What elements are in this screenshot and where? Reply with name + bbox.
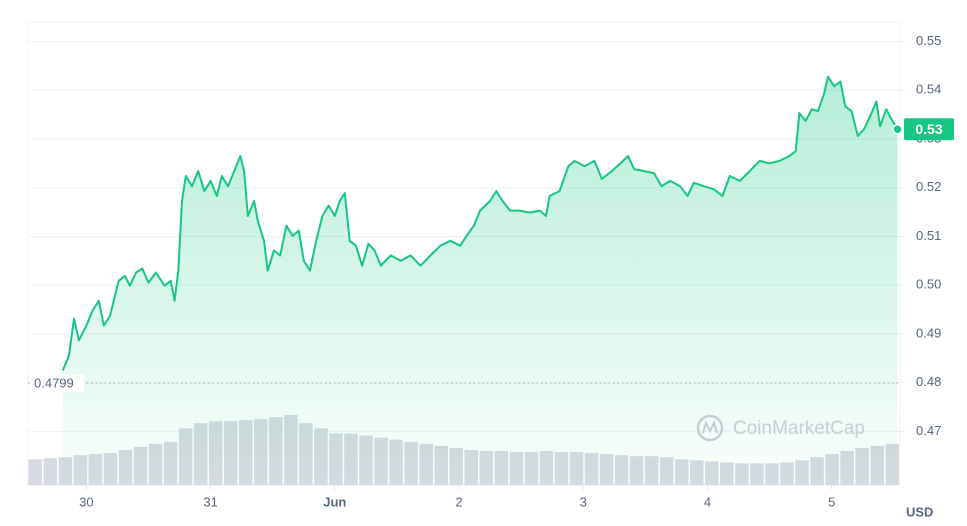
x-tick-label: 2	[455, 494, 462, 509]
y-tick-label: 0.47	[916, 423, 941, 438]
y-tick-label: 0.49	[916, 325, 941, 340]
x-tick-label: 5	[828, 494, 835, 509]
y-tick-label: 0.51	[916, 228, 941, 243]
volume-bar	[28, 459, 43, 485]
current-price-label: 0.53	[915, 121, 942, 137]
price-line	[61, 75, 899, 371]
x-tick-label: 31	[203, 494, 217, 509]
x-tick-label: 4	[704, 494, 711, 509]
last-point	[892, 123, 903, 135]
watermark: CoinMarketCap	[696, 414, 865, 442]
currency-label: USD	[906, 504, 933, 519]
y-tick-label: 0.52	[916, 179, 941, 194]
watermark-logo	[696, 414, 724, 442]
volume-bar	[43, 458, 58, 485]
current-price-badge	[904, 118, 954, 141]
y-tick-label: 0.55	[916, 33, 941, 48]
low-label-bg	[30, 374, 84, 393]
watermark-text: CoinMarketCap	[733, 418, 865, 439]
x-tick-label: Jun	[323, 494, 346, 509]
low-label: 0.4799	[34, 376, 74, 391]
y-tick-label: 0.48	[916, 374, 941, 389]
x-tick-label: 3	[580, 494, 587, 509]
y-tick-label: 0.50	[916, 277, 941, 292]
watermark-logo-mark	[701, 420, 719, 434]
plot: 0.4799	[28, 75, 903, 485]
x-tick-label: 30	[79, 494, 93, 509]
y-tick-label: 0.54	[916, 82, 941, 97]
